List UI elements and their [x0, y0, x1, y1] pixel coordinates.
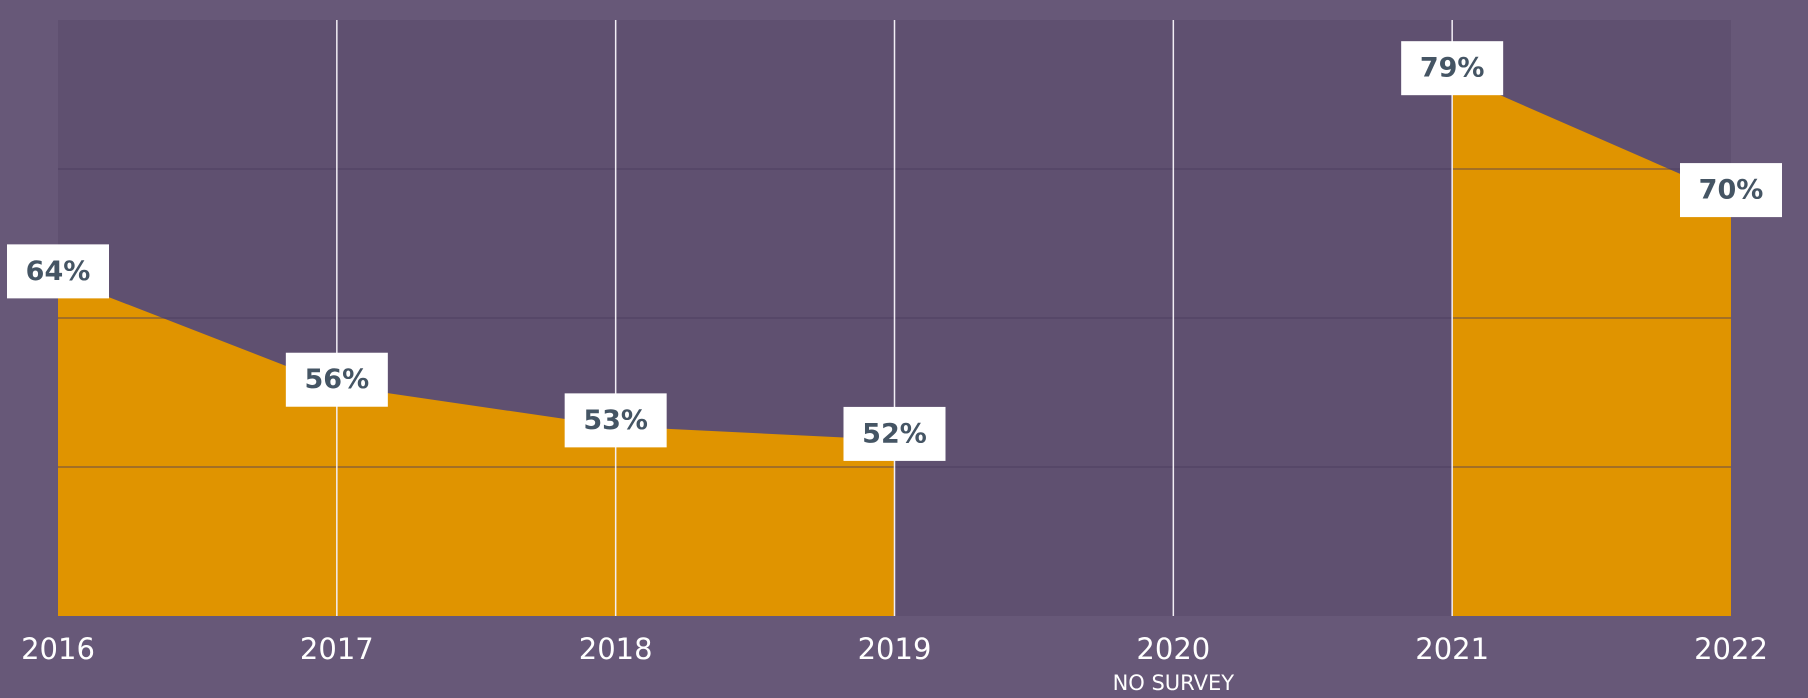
- value-label-box: [1401, 41, 1504, 96]
- value-label: 56%: [305, 364, 370, 395]
- x-tick-label: 2018: [579, 632, 653, 666]
- x-tick-label: 2021: [1415, 632, 1489, 666]
- x-tick-label: 2019: [858, 632, 932, 666]
- x-tick-label: 2022: [1694, 632, 1768, 666]
- value-label: 64%: [26, 256, 91, 287]
- value-label-box: [7, 244, 109, 299]
- value-label-box: [285, 352, 388, 407]
- x-tick-label: 2020: [1136, 632, 1210, 666]
- value-label-box: [843, 406, 946, 461]
- value-label: 79%: [1420, 53, 1485, 84]
- x-tick-label: 2016: [21, 632, 95, 666]
- value-label-box: [1680, 163, 1782, 218]
- value-label: 70%: [1699, 175, 1764, 206]
- value-label: 52%: [862, 418, 927, 449]
- x-sublabel: NO SURVEY: [1113, 671, 1235, 695]
- value-label-box: [564, 393, 667, 448]
- value-label: 53%: [583, 405, 648, 436]
- area: [58, 74, 1731, 616]
- x-tick-label: 2017: [300, 632, 374, 666]
